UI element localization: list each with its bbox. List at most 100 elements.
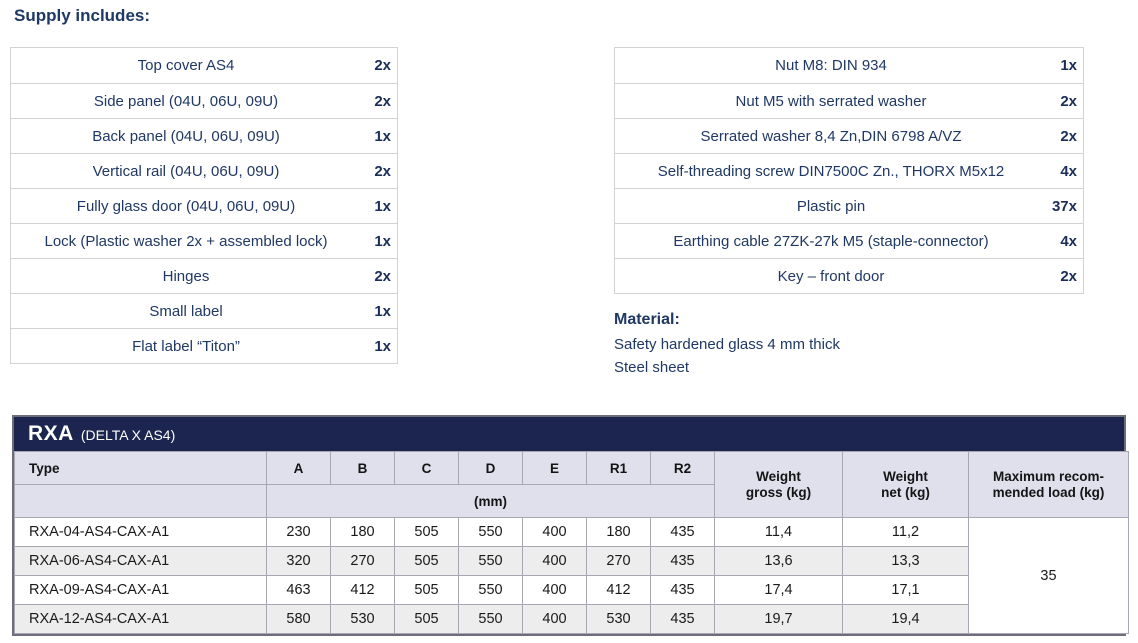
supply-item-name: Side panel (04U, 06U, 09U) (93, 92, 279, 110)
spec-cell-weight-net: 17,1 (842, 575, 969, 605)
col-header-weight-net: Weight net (kg) (842, 451, 969, 518)
spec-cell-dim: 400 (522, 575, 587, 605)
spec-table-title: RXA (28, 422, 74, 445)
supply-item-qty: 2x (374, 162, 391, 180)
supply-item-qty: 2x (1060, 92, 1077, 110)
spec-cell-type: RXA-06-AS4-CAX-A1 (14, 546, 267, 576)
spec-cell-dim: 435 (650, 546, 715, 576)
supply-item-qty: 2x (1060, 267, 1077, 285)
spec-cell-max-load: 35 (968, 517, 1129, 634)
material-block: Material: Safety hardened glass 4 mm thi… (614, 311, 840, 379)
supply-row: Small label 1x (11, 293, 397, 328)
supply-item-qty: 1x (374, 232, 391, 250)
spec-table-subtitle: (DELTA X AS4) (80, 427, 176, 443)
col-header-d: D (458, 451, 523, 485)
spec-row: RXA-12-AS4-CAX-A1 580 530 505 550 400 530 435 19… (14, 604, 1129, 634)
supply-row: Nut M5 with serrated washer 2x (615, 83, 1083, 118)
spec-cell-dim: 180 (586, 517, 651, 547)
spec-cell-dim: 550 (458, 604, 523, 634)
spec-cell-dim: 320 (266, 546, 331, 576)
spec-cell-dim: 550 (458, 517, 523, 547)
supply-item-name: Flat label “Titon” (132, 337, 240, 355)
spec-cell-weight-net: 13,3 (842, 546, 969, 576)
supply-item-name: Lock (Plastic washer 2x + assembled lock… (44, 232, 328, 250)
supply-item-qty: 4x (1060, 232, 1077, 250)
supply-includes-heading: Supply includes: (14, 6, 151, 25)
supply-item-name: Nut M8: DIN 934 (775, 57, 887, 74)
col-header-r2: R2 (650, 451, 715, 485)
supply-item-name: Vertical rail (04U, 06U, 09U) (92, 162, 280, 180)
supply-item-name: Fully glass door (04U, 06U, 09U) (76, 197, 296, 215)
spec-cell-dim: 435 (650, 604, 715, 634)
empty-header-cell (14, 484, 267, 518)
spec-row: RXA-06-AS4-CAX-A1 320 270 505 550 400 270 435 13… (14, 546, 1129, 576)
col-header-type: Type (14, 451, 267, 485)
spec-cell-weight-gross: 19,7 (714, 604, 843, 634)
supply-item-name: Back panel (04U, 06U, 09U) (92, 127, 280, 145)
spec-cell-dim: 412 (586, 575, 651, 605)
spec-cell-type: RXA-12-AS4-CAX-A1 (14, 604, 267, 634)
supply-row: Lock (Plastic washer 2x + assembled lock… (11, 223, 397, 258)
material-heading: Material: (614, 311, 680, 328)
col-header-weight-gross: Weight gross (kg) (714, 451, 843, 518)
spec-cell-dim: 505 (394, 575, 459, 605)
spec-row: RXA-04-AS4-CAX-A1 230 180 505 550 400 180 435 11… (14, 517, 1129, 634)
supply-item-qty: 1x (374, 337, 391, 355)
supply-item-name: Nut M5 with serrated washer (735, 92, 927, 110)
col-header-e: E (522, 451, 587, 485)
spec-cell-dim: 550 (458, 546, 523, 576)
supply-item-name: Serrated washer 8,4 Zn,DIN 6798 A/VZ (700, 127, 962, 145)
spec-cell-dim: 580 (266, 604, 331, 634)
spec-cell-dim: 270 (330, 546, 395, 576)
spec-cell-type: RXA-04-AS4-CAX-A1 (14, 517, 267, 547)
spec-header-row: Type A B C D E R1 R2 Weight gross (kg) W… (14, 451, 1129, 518)
col-header-c: C (394, 451, 459, 485)
spec-cell-dim: 435 (650, 517, 715, 547)
supply-row: Back panel (04U, 06U, 09U) 1x (11, 118, 397, 153)
spec-cell-dim: 505 (394, 604, 459, 634)
supply-table-right: Nut M8: DIN 934 1x Nut M5 with serrated wa… (614, 47, 1084, 294)
spec-cell-dim: 270 (586, 546, 651, 576)
spec-cell-weight-net: 19,4 (842, 604, 969, 634)
supply-item-qty: 2x (374, 267, 391, 285)
spec-cell-dim: 505 (394, 546, 459, 576)
supply-item-qty: 1x (374, 197, 391, 215)
supply-item-name: Plastic pin (796, 197, 866, 215)
material-line: Steel sheet (614, 359, 690, 376)
col-header-a: A (266, 451, 331, 485)
spec-cell-dim: 463 (266, 575, 331, 605)
supply-item-name: Key – front door (777, 267, 885, 285)
spec-cell-dim: 412 (330, 575, 395, 605)
supply-item-qty: 1x (1060, 57, 1077, 74)
supply-row: Side panel (04U, 06U, 09U) 2x (11, 83, 397, 118)
supply-row: Key – front door 2x (615, 258, 1083, 293)
mm-units-header: (mm) (266, 484, 715, 518)
spec-table: Type A B C D E R1 R2 Weight gross (kg) W… (14, 451, 1129, 634)
supply-row: Plastic pin 37x (615, 188, 1083, 223)
supply-row: Flat label “Titon” 1x (11, 328, 397, 363)
spec-table-section: RXA (DELTA X AS4) Type A B C D E R1 R2 W… (12, 415, 1129, 636)
spec-table-title-band: RXA (DELTA X AS4) (14, 417, 1124, 451)
supply-row: Self-threading screw DIN7500C Zn., THORX… (615, 153, 1083, 188)
spec-row: RXA-09-AS4-CAX-A1 463 412 505 550 400 412 435 17… (14, 575, 1129, 605)
spec-cell-dim: 400 (522, 604, 587, 634)
supply-item-qty: 2x (1060, 127, 1077, 145)
spec-cell-dim: 400 (522, 517, 587, 547)
col-header-b: B (330, 451, 395, 485)
supply-item-name: Hinges (162, 267, 210, 285)
spec-cell-weight-net: 11,2 (842, 517, 969, 547)
spec-cell-weight-gross: 13,6 (714, 546, 843, 576)
supply-row: Nut M8: DIN 934 1x (615, 48, 1083, 83)
supply-row: Serrated washer 8,4 Zn,DIN 6798 A/VZ 2x (615, 118, 1083, 153)
material-line: Safety hardened glass 4 mm thick (614, 336, 840, 353)
supply-item-qty: 2x (374, 92, 391, 110)
supply-item-qty: 4x (1060, 162, 1077, 180)
spec-cell-weight-gross: 11,4 (714, 517, 843, 547)
spec-cell-dim: 180 (330, 517, 395, 547)
col-header-r1: R1 (586, 451, 651, 485)
supply-row: Top cover AS4 2x (11, 48, 397, 83)
spec-cell-dim: 230 (266, 517, 331, 547)
supply-item-name: Top cover AS4 (137, 57, 235, 74)
supply-item-name: Self-threading screw DIN7500C Zn., THORX… (657, 162, 1005, 180)
